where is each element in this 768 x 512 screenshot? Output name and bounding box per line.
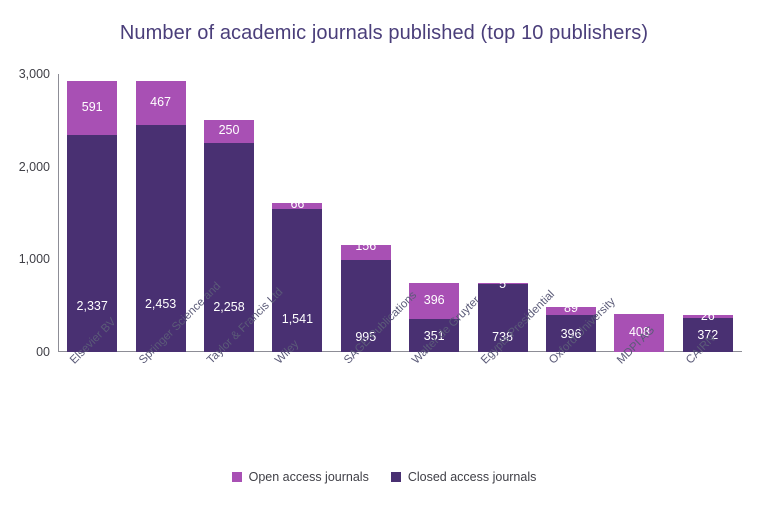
bar-segment-open-access[interactable] [204, 119, 254, 143]
bar-segment-closed-access[interactable] [477, 283, 528, 352]
bar-segment-closed-access[interactable] [272, 209, 323, 352]
x-axis-line [58, 351, 742, 352]
bar-segment-open-access[interactable] [340, 245, 391, 260]
legend-swatch-icon [390, 472, 401, 482]
bar-segment-closed-access[interactable] [340, 259, 391, 352]
bar-segment-open-access[interactable] [135, 81, 186, 125]
bar-segment-open-access[interactable] [272, 203, 323, 210]
bar-segment-open-access[interactable] [67, 80, 118, 136]
bar-group[interactable]: 2,453 467 [135, 81, 186, 352]
legend-item[interactable]: Open access journals [231, 470, 369, 484]
bar-segment-closed-access[interactable] [67, 135, 118, 352]
bar-group[interactable]: 2,337 591 [67, 80, 118, 352]
bar-segment-closed-access[interactable] [682, 317, 733, 352]
bar-segment-open-access[interactable] [682, 315, 733, 318]
bar-segment-closed-access[interactable] [409, 319, 460, 352]
y-axis-tick-label: 00 [36, 345, 50, 359]
bar-segment-closed-access[interactable] [135, 124, 186, 352]
legend-label: Open access journals [248, 470, 369, 484]
bar-segment-open-access[interactable] [614, 314, 665, 352]
bar-segment-open-access[interactable] [546, 307, 596, 316]
legend-label: Closed access journals [407, 470, 537, 484]
chart-legend: Open access journals Closed access journa… [0, 470, 768, 484]
y-axis-tick-label: 2,000 [18, 159, 50, 174]
bar-segment-closed-access[interactable] [546, 315, 596, 352]
legend-swatch-icon [231, 472, 242, 482]
y-axis-tick-label: 1,000 [18, 252, 50, 267]
bar-segment-closed-access[interactable] [204, 142, 254, 352]
y-axis-tick-label: 3,000 [18, 67, 50, 81]
y-axis-line [58, 74, 59, 352]
bar-segment-open-access[interactable] [409, 282, 460, 320]
legend-item[interactable]: Closed access journals [390, 470, 537, 484]
chart-title: Number of academic journals published (t… [119, 22, 649, 44]
bar-group[interactable]: 1,541 66 [272, 197, 323, 352]
